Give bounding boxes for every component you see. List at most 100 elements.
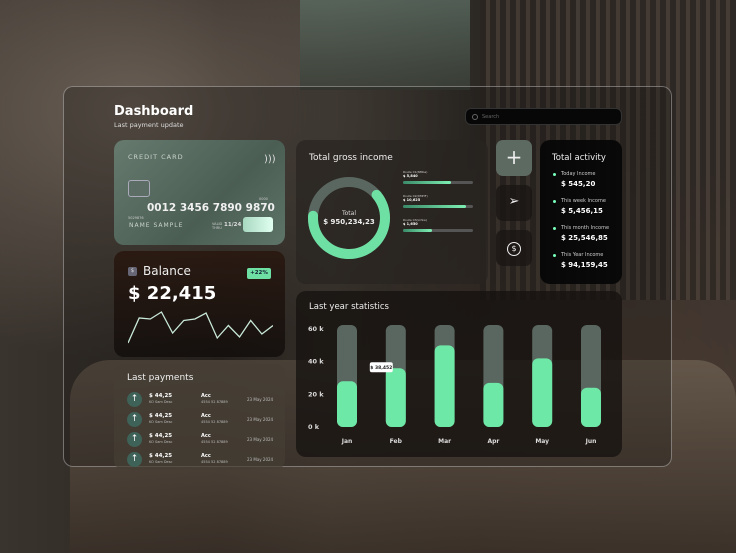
route-value: $ 10,625 (403, 198, 421, 202)
payment-sub: KO Sam Desc (149, 420, 173, 424)
balance-panel: $ Balance $ 22,415 +22% (114, 251, 285, 357)
x-tick-label: May (535, 438, 549, 445)
bar-jun[interactable] (581, 387, 601, 427)
payment-account: Acc (201, 393, 211, 399)
payment-account-no: 4554 52 87889 (201, 400, 228, 404)
payment-row[interactable]: ↑ $ 44,25 KO Sam Desc Acc 4554 52 87889 23 Ma… (114, 392, 285, 412)
dollar-icon: $ (128, 267, 137, 276)
bullet-icon (553, 254, 556, 257)
contactless-icon: ))) (264, 154, 276, 165)
x-tick-label: Mar (438, 438, 451, 445)
sparkline-line (128, 311, 273, 344)
balance-label: Balance (143, 264, 191, 278)
search-icon (472, 114, 478, 120)
activity-value: $ 25,546,85 (561, 234, 608, 242)
card-number: 0012 3456 7890 9870 (147, 202, 275, 214)
arrow-up-icon: ↑ (127, 392, 142, 407)
x-tick-label: Jan (341, 438, 353, 445)
balance-change-badge: +22% (247, 268, 271, 279)
plus-icon: + (505, 145, 523, 169)
payment-amount: $ 44,25 (149, 413, 173, 419)
payment-account: Acc (201, 453, 211, 459)
activity-label: Today Income (561, 171, 596, 177)
gross-income-title: Total gross income (309, 153, 393, 163)
gross-income-panel: Total gross income Total $ 950,234,23 Ro… (296, 140, 488, 284)
activity-label: This month Income (561, 225, 610, 231)
route-progress-track (403, 229, 473, 232)
payment-date: 23 May 2024 (247, 397, 274, 402)
donut-total-value: $ 950,234,23 (323, 218, 375, 226)
add-button[interactable]: + (496, 140, 532, 176)
payment-row[interactable]: ↑ $ 44,25 KO Sam Desc Acc 4554 52 87889 23 Ma… (114, 412, 285, 432)
x-tick-label: Feb (390, 438, 403, 445)
payment-amount: $ 44,25 (149, 433, 173, 439)
route-name: Route 03(LCSw) (403, 218, 427, 222)
payment-sub: KO Sam Desc (149, 400, 173, 404)
donut-arc (308, 177, 390, 259)
route-value: $ 1,650 (403, 222, 418, 226)
payment-account-no: 4554 52 87889 (201, 420, 228, 424)
send-button[interactable]: ➢ (496, 185, 532, 221)
bullet-icon (553, 200, 556, 203)
payment-account-no: 4554 52 87889 (201, 440, 228, 444)
activity-label: This Year Income (561, 252, 604, 258)
route-name: Route 02(DMHF) (403, 194, 428, 198)
payment-account: Acc (201, 413, 211, 419)
arrow-up-icon: ↑ (127, 432, 142, 447)
y-tick-label: 0 k (308, 423, 320, 431)
valid-thru-label: VALID THRU (212, 222, 223, 230)
route-progress-fill (403, 229, 433, 232)
search-input[interactable]: Search (465, 108, 622, 125)
last-payments-panel: Last payments ↑ $ 44,25 KO Sam Desc Acc 4554… (114, 364, 285, 470)
route-progress-track (403, 181, 473, 184)
last-payments-title: Last payments (127, 373, 194, 383)
card-code: 0000 (259, 197, 268, 201)
bar-feb[interactable] (385, 368, 406, 427)
payment-row[interactable]: ↑ $ 44,25 KO Sam Desc Acc 4554 52 87889 23 Ma… (114, 452, 285, 470)
x-tick-label: Apr (487, 438, 499, 445)
bar-apr[interactable] (483, 382, 504, 427)
bullet-icon (553, 173, 556, 176)
card-chip-icon (128, 180, 150, 197)
route-item: Route 02(DMHF) $ 10,625 (403, 194, 473, 208)
payment-amount: $ 44,25 (149, 393, 173, 399)
bar-jan[interactable] (337, 381, 357, 427)
payment-sub: KO Sam Desc (149, 440, 173, 444)
bar-may[interactable] (532, 358, 553, 427)
activity-value: $ 94,159,45 (561, 261, 608, 269)
route-name: Route 01(NMba) (403, 170, 428, 174)
payment-amount: $ 44,25 (149, 453, 173, 459)
card-holder: NAME SAMPLE (129, 222, 184, 229)
payment-sub: KO Sam Desc (149, 460, 173, 464)
route-progress-fill (403, 205, 466, 208)
payment-account: Acc (201, 433, 211, 439)
y-tick-label: 40 k (308, 358, 324, 366)
arrow-up-icon: ↑ (127, 452, 142, 467)
bar-mar[interactable] (434, 345, 455, 427)
statistics-panel: Last year statistics 0 k 20 k 40 k 60 k Jan F… (296, 291, 622, 457)
statistics-title: Last year statistics (309, 302, 389, 312)
balance-value: $ 22,415 (128, 283, 217, 304)
card-label: CREDIT CARD (128, 153, 184, 161)
payment-row[interactable]: ↑ $ 44,25 KO Sam Desc Acc 4554 52 87889 23 Ma… (114, 432, 285, 452)
y-tick-label: 60 k (308, 325, 324, 333)
payment-button[interactable]: $ (496, 230, 532, 266)
balance-sparkline (128, 311, 273, 344)
card-brand-logo (243, 217, 273, 232)
background-window (300, 0, 470, 90)
page-subtitle: Last payment update (114, 121, 184, 129)
activity-label: This week Income (561, 198, 606, 204)
bullet-icon (553, 227, 556, 230)
tooltip-text: $ 38,452 (370, 365, 392, 371)
payment-date: 23 May 2024 (247, 457, 274, 462)
credit-card[interactable]: CREDIT CARD ))) 0000 0012 3456 7890 9870… (114, 140, 285, 245)
payment-date: 23 May 2024 (247, 437, 274, 442)
send-icon: ➢ (508, 194, 520, 209)
statistics-chart: 0 k 20 k 40 k 60 k Jan Feb $ 38,452 Mar Apr May Ju… (308, 325, 601, 445)
payment-account-no: 4554 52 87889 (201, 460, 228, 464)
activity-value: $ 545,20 (561, 180, 596, 188)
route-value: $ 5,840 (403, 174, 418, 178)
donut-total-label: Total (341, 210, 356, 217)
total-activity-panel: Total activity Today Income $ 545,20 This … (540, 140, 622, 284)
route-item: Route 03(LCSw) $ 1,650 (403, 218, 473, 232)
